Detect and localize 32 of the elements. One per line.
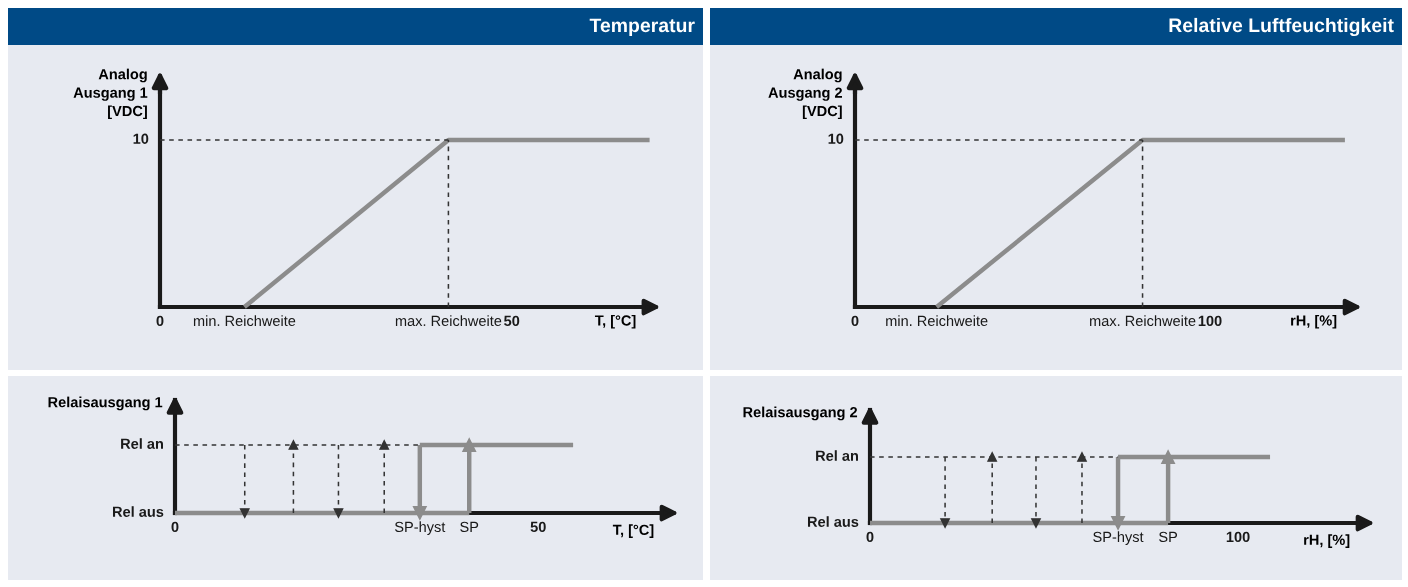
x-axis-title: rH, [%] — [1304, 534, 1350, 548]
chart-title: Relative Luftfeuchtigkeit — [1169, 17, 1394, 37]
x-tick-label: min. Reichweite — [886, 315, 988, 327]
x-axis-title: T, [°C] — [594, 314, 636, 329]
x-tick-label: SP-hyst — [394, 521, 446, 535]
text: Rel an — [816, 450, 858, 461]
y-axis-title: Relaisausgang 2 — [743, 406, 858, 421]
x-axis-title: T, [°C] — [612, 524, 654, 538]
text: 10 — [133, 133, 149, 144]
x-tick-label: 0 — [171, 521, 179, 533]
text: 10 — [828, 133, 844, 144]
x-tick-label: 50 — [530, 521, 546, 533]
x-tick-label: 100 — [1226, 531, 1250, 543]
text: Rel an — [121, 438, 163, 449]
y-axis-title: Relaisausgang 1 — [48, 396, 163, 411]
chart-title: Temperatur — [589, 18, 695, 37]
x-tick-label: SP-hyst — [1093, 531, 1144, 545]
x-axis-title: rH, [%] — [1291, 314, 1337, 329]
text: Rel aus — [112, 506, 164, 517]
x-tick-label: max. Reichweite — [1090, 315, 1196, 327]
x-tick-label: 100 — [1198, 315, 1222, 327]
x-tick-label: min. Reichweite — [193, 315, 296, 327]
x-tick-label: 0 — [851, 315, 859, 327]
x-tick-label: max. Reichweite — [395, 315, 502, 327]
text: Rel aus — [807, 516, 859, 527]
x-tick-label: 50 — [504, 315, 520, 327]
x-tick-label: 0 — [156, 315, 164, 327]
y-axis-title: Analog Ausgang 1 [VDC] — [73, 68, 148, 120]
x-tick-label: SP — [1159, 531, 1178, 543]
x-tick-label: SP — [460, 521, 479, 533]
y-axis-title: Analog Ausgang 2 [VDC] — [768, 68, 842, 120]
x-tick-label: 0 — [866, 531, 874, 543]
